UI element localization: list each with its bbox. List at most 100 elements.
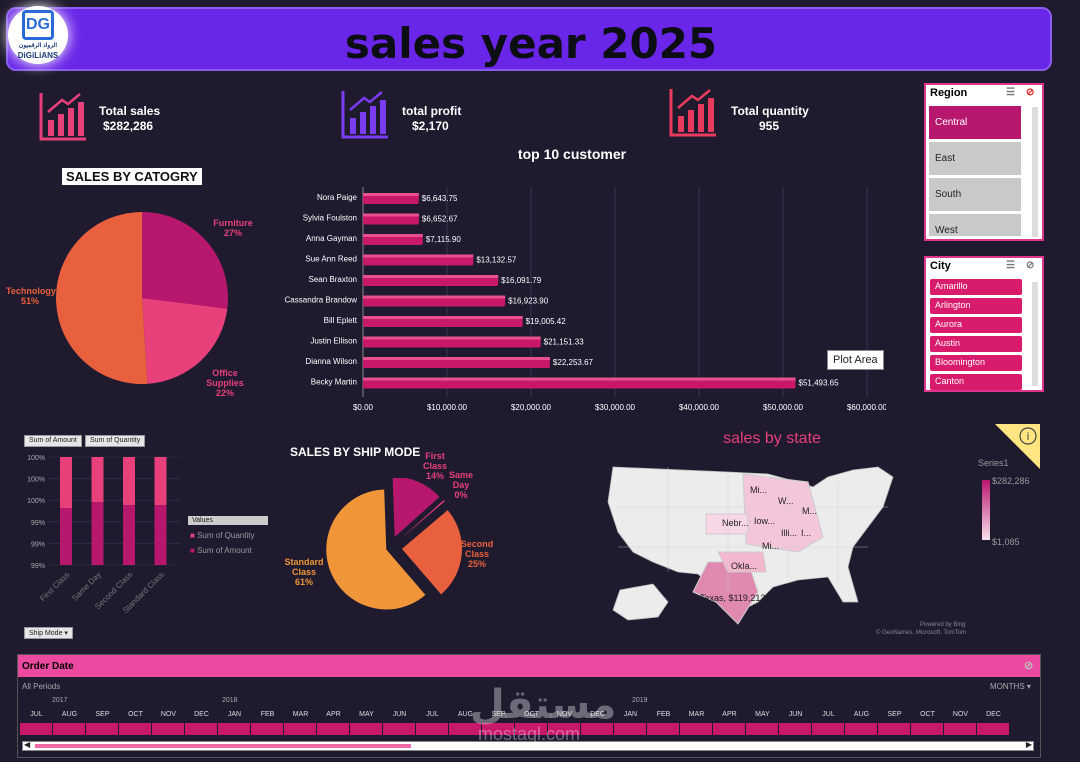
timeline-month-cell[interactable] <box>548 723 581 735</box>
x-tick-label: $40,000.00 <box>679 403 720 412</box>
bar-highlight <box>363 254 474 258</box>
scroll-left-icon[interactable]: ◀ <box>24 740 31 749</box>
city-item[interactable]: Austin <box>930 336 1022 352</box>
timeline-month-cell[interactable] <box>647 723 680 735</box>
stacked-bar-amount[interactable] <box>60 508 72 565</box>
city-item[interactable]: Aurora <box>930 317 1022 333</box>
stacked-bar-quantity[interactable] <box>123 457 135 506</box>
stacked-bar-amount[interactable] <box>91 502 104 565</box>
region-item-west[interactable]: West <box>929 214 1021 236</box>
info-icon[interactable]: i <box>995 424 1045 469</box>
timeline-month-cell[interactable] <box>20 723 53 735</box>
customer-name-label: Sue Ann Reed <box>305 255 357 264</box>
timeline-month-cell[interactable] <box>779 723 812 735</box>
timeline-month-cell[interactable] <box>86 723 119 735</box>
bar-value-label: $19,005.42 <box>526 317 567 326</box>
timeline-month-cell[interactable] <box>251 723 284 735</box>
city-item[interactable]: Amarillo <box>930 279 1022 295</box>
timeline-month-cell[interactable] <box>614 723 647 735</box>
city-item[interactable]: Bloomington <box>930 355 1022 371</box>
timeline-month-cell[interactable] <box>218 723 251 735</box>
multi-select-icon[interactable]: ☰ <box>1006 260 1015 271</box>
city-scrollbar[interactable] <box>1032 282 1038 386</box>
timeline-month-cell[interactable] <box>845 723 878 735</box>
ship-mode-pie-slice[interactable] <box>326 489 426 610</box>
customer-name-label: Justin Ellison <box>310 337 357 346</box>
timeline-month-cell[interactable] <box>911 723 944 735</box>
timeline-month-cell[interactable] <box>53 723 86 735</box>
category-pie-slice[interactable] <box>55 212 148 384</box>
timeline-month-cell[interactable] <box>581 723 614 735</box>
kpi-label: Total sales <box>99 104 161 118</box>
watermark-en: mostaql.com <box>478 724 581 744</box>
bar-highlight <box>363 357 550 360</box>
region-scrollbar[interactable] <box>1032 107 1038 237</box>
ship-mode-pie-slice[interactable] <box>401 510 462 595</box>
x-tick-label: $50,000.00 <box>763 403 804 412</box>
pivot-field-button[interactable]: Sum of Quantity <box>85 435 146 447</box>
category-pie-slice[interactable] <box>142 298 228 384</box>
bar-highlight <box>363 213 419 217</box>
timeline-month-label: APR <box>722 711 737 718</box>
stacked-bar-amount[interactable] <box>154 505 167 565</box>
pivot-field-button[interactable]: Sum of Amount <box>24 435 82 447</box>
stacked-bar-quantity[interactable] <box>60 457 72 509</box>
timeline-month-cell[interactable] <box>383 723 416 735</box>
timeline-month-cell[interactable] <box>713 723 746 735</box>
map-legend-series: Series1 <box>978 458 1009 468</box>
clear-filter-icon[interactable]: ⊘ <box>1026 87 1035 98</box>
stacked-bar-amount[interactable] <box>123 505 135 565</box>
timeline-month-cell[interactable] <box>350 723 383 735</box>
timeline-month-cell[interactable] <box>317 723 350 735</box>
map-state-label: W... <box>778 496 794 506</box>
ship-mode-filter-button[interactable]: Ship Mode ▾ <box>24 627 73 639</box>
timeline-month-cell[interactable] <box>185 723 218 735</box>
category-pie-slice[interactable] <box>142 212 229 309</box>
ship-mode-pie-slice[interactable] <box>399 500 445 541</box>
timeline-month-cell[interactable] <box>482 723 515 735</box>
bar-value-label: $7,115.90 <box>426 235 462 244</box>
city-item[interactable]: Canton <box>930 374 1022 390</box>
timeline-month-label: MAY <box>359 711 374 718</box>
timeline-month-cell[interactable] <box>680 723 713 735</box>
timeline-month-cell[interactable] <box>416 723 449 735</box>
timeline-month-cell[interactable] <box>119 723 152 735</box>
timeline-month-cell[interactable] <box>812 723 845 735</box>
pie-label-pct: 0% <box>454 490 468 500</box>
logo-text-ar: الرواد الرقميون <box>18 43 58 49</box>
timeline-bar[interactable] <box>20 723 1010 735</box>
category-pie-chart <box>55 212 229 384</box>
timeline-scroll-thumb[interactable] <box>35 744 411 748</box>
timeline-month-cell[interactable] <box>152 723 185 735</box>
timeline-month-cell[interactable] <box>977 723 1010 735</box>
region-item-east[interactable]: East <box>929 142 1021 175</box>
clear-filter-icon[interactable]: ⊘ <box>1026 260 1035 271</box>
map-state-label: Mi... <box>750 485 767 495</box>
pie-label-name: Furniture <box>213 218 253 228</box>
ship-mode-pie-slice[interactable] <box>392 478 440 537</box>
stacked-bar-quantity[interactable] <box>91 457 104 503</box>
scroll-right-icon[interactable]: ▶ <box>1025 740 1032 749</box>
timeline-month-cell[interactable] <box>284 723 317 735</box>
region-item-south[interactable]: South <box>929 178 1021 211</box>
bar-highlight <box>363 295 506 299</box>
timeline-month-cell[interactable] <box>944 723 977 735</box>
timeline-month-cell[interactable] <box>746 723 779 735</box>
region-item-central[interactable]: Central <box>929 106 1021 139</box>
multi-select-icon[interactable]: ☰ <box>1006 87 1015 98</box>
timeline-month-cell[interactable] <box>449 723 482 735</box>
clear-filter-icon[interactable]: ⊘ <box>1024 660 1034 672</box>
logo: DG الرواد الرقميون DiGiLiANS <box>8 6 68 64</box>
timeline-level-select[interactable]: MONTHS ▾ <box>990 682 1031 691</box>
timeline-scrollbar[interactable]: ◀ ▶ <box>22 740 1034 751</box>
timeline-month-label: JUN <box>392 711 407 718</box>
bar-value-label: $16,091.79 <box>501 276 542 285</box>
timeline-month-cell[interactable] <box>515 723 548 735</box>
customer-name-label: Anna Gayman <box>306 234 357 243</box>
customer-name-label: Sylvia Foulston <box>303 214 357 223</box>
city-item[interactable]: Arlington <box>930 298 1022 314</box>
stacked-bar-quantity[interactable] <box>154 457 167 506</box>
timeline-month-cell[interactable] <box>878 723 911 735</box>
pie-label-name: First Class <box>422 451 448 471</box>
kpi-total-quantity <box>668 86 718 143</box>
